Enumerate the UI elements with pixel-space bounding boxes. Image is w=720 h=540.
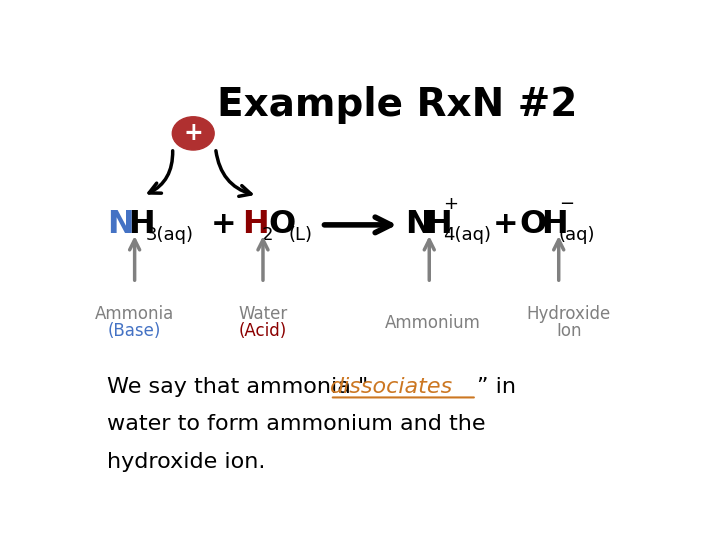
- Text: +: +: [211, 211, 237, 239]
- Text: N: N: [405, 210, 432, 240]
- Text: water to form ammonium and the: water to form ammonium and the: [107, 415, 485, 435]
- Text: 3(aq): 3(aq): [145, 226, 194, 244]
- Text: Ion: Ion: [556, 322, 582, 340]
- Text: H: H: [541, 210, 567, 240]
- Text: +: +: [493, 211, 518, 239]
- Text: H: H: [128, 210, 155, 240]
- Text: O: O: [269, 210, 296, 240]
- Text: Example RxN #2: Example RxN #2: [217, 85, 577, 124]
- Ellipse shape: [172, 117, 214, 150]
- Text: O: O: [520, 210, 547, 240]
- Text: hydroxide ion.: hydroxide ion.: [107, 452, 265, 472]
- Text: Water: Water: [238, 305, 287, 323]
- Text: −: −: [559, 195, 574, 213]
- Text: H: H: [425, 210, 451, 240]
- Text: H: H: [242, 210, 269, 240]
- Text: ” in: ” in: [477, 377, 516, 397]
- Text: (Base): (Base): [108, 322, 161, 340]
- Text: +: +: [443, 195, 458, 213]
- Text: +: +: [184, 122, 203, 145]
- Text: Ammonia: Ammonia: [95, 305, 174, 323]
- Text: We say that ammonia ": We say that ammonia ": [107, 377, 368, 397]
- Text: Ammonium: Ammonium: [385, 314, 481, 332]
- Text: 4(aq): 4(aq): [443, 226, 490, 244]
- Text: N: N: [107, 210, 133, 240]
- Text: 2: 2: [261, 226, 273, 244]
- Text: (aq): (aq): [559, 226, 595, 244]
- Text: Hydroxide: Hydroxide: [526, 305, 611, 323]
- Text: (L): (L): [289, 226, 312, 244]
- Text: (Acid): (Acid): [239, 322, 287, 340]
- Text: dissociates: dissociates: [330, 377, 453, 397]
